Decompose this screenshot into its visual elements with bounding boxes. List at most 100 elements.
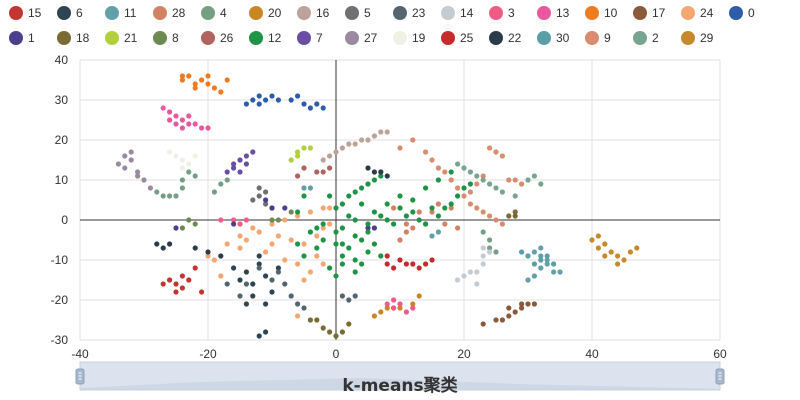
legend-item-17[interactable]: 17: [633, 6, 666, 20]
data-point[interactable]: [403, 261, 409, 267]
data-point[interactable]: [186, 113, 192, 119]
data-point[interactable]: [192, 153, 198, 159]
data-point[interactable]: [160, 105, 166, 111]
legend-item-7[interactable]: 7: [297, 31, 323, 45]
data-point[interactable]: [179, 273, 185, 279]
data-point[interactable]: [371, 225, 377, 231]
data-point[interactable]: [256, 229, 262, 235]
data-point[interactable]: [531, 261, 538, 267]
data-point[interactable]: [410, 137, 416, 143]
data-point[interactable]: [320, 205, 326, 211]
data-point[interactable]: [122, 165, 128, 171]
data-point[interactable]: [288, 293, 294, 299]
data-point[interactable]: [448, 205, 454, 211]
data-point[interactable]: [250, 225, 256, 231]
data-point[interactable]: [352, 217, 358, 223]
data-point[interactable]: [205, 125, 211, 131]
data-point[interactable]: [538, 257, 544, 263]
data-point[interactable]: [474, 205, 480, 211]
data-point[interactable]: [256, 253, 262, 259]
data-point[interactable]: [135, 173, 141, 179]
data-point[interactable]: [416, 265, 422, 271]
data-point[interactable]: [416, 217, 422, 223]
data-point[interactable]: [519, 305, 525, 311]
data-point[interactable]: [416, 293, 422, 299]
data-point[interactable]: [186, 161, 192, 167]
data-point[interactable]: [263, 301, 269, 307]
legend-item-8[interactable]: 8: [153, 31, 179, 45]
legend-item-11[interactable]: 11: [105, 6, 137, 20]
data-point[interactable]: [467, 269, 473, 275]
data-point[interactable]: [371, 241, 377, 247]
data-point[interactable]: [211, 257, 217, 263]
data-point[interactable]: [269, 277, 275, 283]
data-point[interactable]: [173, 225, 179, 231]
data-point[interactable]: [263, 189, 269, 195]
data-point[interactable]: [179, 157, 185, 163]
data-point[interactable]: [224, 281, 230, 287]
data-point[interactable]: [199, 77, 205, 83]
data-point[interactable]: [384, 261, 390, 267]
data-point[interactable]: [461, 273, 467, 279]
data-point[interactable]: [403, 229, 409, 235]
data-point[interactable]: [378, 253, 384, 259]
data-point[interactable]: [371, 209, 377, 215]
data-point[interactable]: [429, 205, 435, 211]
data-point[interactable]: [391, 297, 397, 303]
data-point[interactable]: [397, 205, 403, 211]
data-point[interactable]: [352, 269, 358, 275]
data-point[interactable]: [243, 301, 249, 307]
data-point[interactable]: [595, 245, 602, 251]
data-point[interactable]: [378, 309, 384, 315]
data-point[interactable]: [250, 97, 256, 103]
data-point[interactable]: [352, 141, 358, 147]
data-point[interactable]: [237, 233, 243, 239]
data-point[interactable]: [397, 193, 403, 199]
data-point[interactable]: [269, 217, 275, 223]
data-point[interactable]: [256, 261, 262, 267]
data-point[interactable]: [435, 229, 441, 235]
data-point[interactable]: [122, 153, 128, 159]
data-point[interactable]: [192, 245, 198, 251]
data-point[interactable]: [186, 73, 192, 79]
data-point[interactable]: [371, 177, 377, 183]
data-point[interactable]: [519, 301, 525, 307]
data-point[interactable]: [448, 177, 454, 183]
data-point[interactable]: [442, 205, 448, 211]
data-point[interactable]: [179, 185, 185, 191]
data-point[interactable]: [378, 129, 384, 135]
data-point[interactable]: [256, 101, 262, 107]
data-point[interactable]: [307, 209, 313, 215]
data-point[interactable]: [237, 293, 243, 299]
data-point[interactable]: [327, 165, 333, 171]
data-point[interactable]: [295, 241, 301, 247]
data-point[interactable]: [410, 225, 416, 231]
data-point[interactable]: [487, 145, 493, 151]
data-point[interactable]: [506, 177, 512, 183]
data-point[interactable]: [173, 121, 179, 127]
data-point[interactable]: [519, 249, 525, 255]
data-point[interactable]: [295, 153, 301, 159]
data-point[interactable]: [359, 137, 365, 143]
data-point[interactable]: [128, 157, 134, 163]
data-point[interactable]: [487, 245, 493, 251]
legend-item-21[interactable]: 21: [105, 31, 138, 45]
data-point[interactable]: [192, 221, 198, 227]
data-point[interactable]: [423, 149, 429, 155]
data-point[interactable]: [301, 101, 307, 107]
data-point[interactable]: [282, 217, 288, 223]
data-point[interactable]: [275, 217, 281, 223]
data-point[interactable]: [493, 217, 499, 223]
data-point[interactable]: [365, 221, 371, 227]
data-point[interactable]: [167, 241, 173, 247]
data-point[interactable]: [256, 185, 262, 191]
data-point[interactable]: [237, 245, 243, 251]
data-point[interactable]: [365, 181, 371, 187]
data-point[interactable]: [461, 193, 467, 199]
data-point[interactable]: [346, 321, 352, 327]
data-point[interactable]: [359, 185, 365, 191]
data-point[interactable]: [435, 213, 441, 219]
data-point[interactable]: [595, 233, 602, 239]
data-point[interactable]: [269, 221, 275, 227]
data-point[interactable]: [403, 221, 409, 227]
